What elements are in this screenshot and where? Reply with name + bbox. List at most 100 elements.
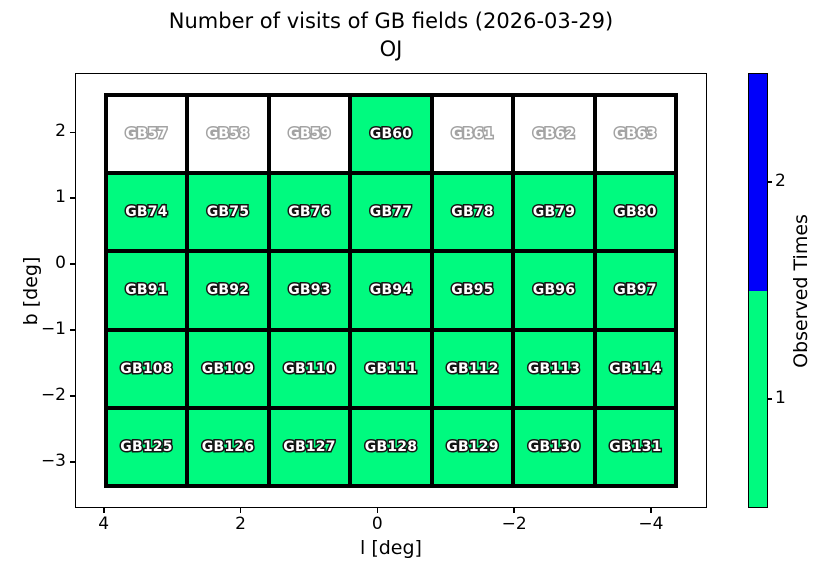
field-cell-gb61: GB61 — [433, 96, 512, 172]
x-tick-mark — [376, 508, 379, 513]
field-label: GB97 — [614, 282, 657, 298]
x-tick-mark — [513, 508, 515, 513]
y-tick-label: 0 — [55, 253, 66, 274]
colorbar-segment-1 — [749, 290, 767, 507]
field-label: GB78 — [451, 204, 494, 220]
y-tick-label: −2 — [40, 384, 66, 405]
x-axis-label: l [deg] — [360, 537, 422, 559]
x-tick-label: −2 — [501, 514, 527, 534]
field-label: GB74 — [125, 204, 168, 220]
field-label: GB61 — [451, 126, 494, 142]
field-label: GB127 — [283, 439, 336, 455]
field-label: GB91 — [125, 282, 168, 298]
field-cell-gb94: GB94 — [352, 253, 430, 328]
field-cell-gb130: GB130 — [515, 409, 593, 485]
y-tick-label: 2 — [55, 121, 66, 142]
field-cell-gb75: GB75 — [189, 175, 267, 250]
field-label: GB92 — [207, 282, 250, 298]
y-tick-mark — [70, 263, 75, 265]
y-tick-label: −1 — [40, 319, 66, 340]
field-cell-gb76: GB76 — [270, 175, 349, 250]
field-label: GB60 — [370, 126, 413, 142]
colorbar — [748, 73, 768, 508]
y-tick-mark — [70, 131, 75, 134]
y-tick-mark — [70, 395, 75, 397]
field-label: GB110 — [283, 361, 336, 377]
field-cell-gb79: GB79 — [515, 175, 593, 250]
field-cell-gb110: GB110 — [270, 331, 349, 406]
x-tick-label: 0 — [371, 514, 383, 534]
field-cell-gb96: GB96 — [515, 253, 593, 328]
colorbar-segment-2 — [749, 74, 767, 291]
y-tick-mark — [70, 461, 75, 463]
chart-title-line1: Number of visits of GB fields (2026-03-2… — [168, 9, 614, 33]
field-label: GB93 — [288, 282, 331, 298]
field-label: GB94 — [370, 282, 413, 298]
field-label: GB125 — [120, 439, 173, 455]
field-label: GB131 — [609, 439, 662, 455]
y-tick-label: −3 — [40, 450, 66, 471]
field-cell-gb59: GB59 — [270, 96, 349, 172]
colorbar-label-text: Observed Times — [790, 214, 812, 368]
y-axis-label-text: b [deg] — [20, 256, 42, 325]
field-label: GB113 — [528, 361, 581, 377]
field-label: GB108 — [120, 361, 173, 377]
chart-title: Number of visits of GB fields (2026-03-2… — [75, 7, 707, 63]
field-cell-gb125: GB125 — [107, 409, 186, 485]
field-cell-gb108: GB108 — [107, 331, 186, 406]
y-tick-mark — [70, 329, 75, 331]
field-label: GB112 — [446, 361, 499, 377]
field-label: GB128 — [365, 439, 418, 455]
x-tick-label: −4 — [638, 514, 664, 534]
x-tick-mark — [102, 508, 105, 513]
field-grid: GB57 GB58 GB59 GB60 GB61 GB62 GB63 GB74 GB75 GB76… — [103, 92, 679, 489]
field-cell-gb78: GB78 — [433, 175, 512, 250]
colorbar-tick-mark — [768, 180, 772, 183]
field-label: GB59 — [288, 126, 331, 142]
field-cell-gb109: GB109 — [189, 331, 267, 406]
chart-title-line2: OJ — [379, 37, 403, 61]
field-label: GB96 — [533, 282, 576, 298]
field-label: GB111 — [365, 361, 418, 377]
field-cell-gb74: GB74 — [107, 175, 186, 250]
field-cell-gb114: GB114 — [596, 331, 675, 406]
field-label: GB80 — [614, 204, 657, 220]
x-tick-label: 4 — [98, 514, 110, 534]
field-label: GB58 — [207, 126, 250, 142]
field-cell-gb60: GB60 — [352, 96, 430, 172]
field-label: GB76 — [288, 204, 331, 220]
x-tick-label: 2 — [235, 514, 246, 534]
field-cell-gb63: GB63 — [596, 96, 675, 172]
field-cell-gb57: GB57 — [107, 96, 186, 172]
y-tick-label: 1 — [55, 187, 66, 208]
field-cell-gb58: GB58 — [189, 96, 267, 172]
field-cell-gb113: GB113 — [515, 331, 593, 406]
field-label: GB129 — [446, 439, 499, 455]
field-label: GB77 — [370, 204, 413, 220]
field-cell-gb126: GB126 — [189, 409, 267, 485]
field-cell-gb92: GB92 — [189, 253, 267, 328]
field-cell-gb128: GB128 — [352, 409, 430, 485]
field-cell-gb112: GB112 — [433, 331, 512, 406]
field-label: GB130 — [528, 439, 581, 455]
field-cell-gb91: GB91 — [107, 253, 186, 328]
field-label: GB75 — [207, 204, 250, 220]
colorbar-tick-mark — [768, 398, 772, 401]
colorbar-tick-label: 1 — [775, 388, 786, 409]
field-label: GB79 — [533, 204, 576, 220]
field-label: GB63 — [614, 126, 657, 142]
field-cell-gb62: GB62 — [515, 96, 593, 172]
field-cell-gb129: GB129 — [433, 409, 512, 485]
field-cell-gb97: GB97 — [596, 253, 675, 328]
field-cell-gb77: GB77 — [352, 175, 430, 250]
field-label: GB126 — [202, 439, 255, 455]
field-label: GB109 — [202, 361, 255, 377]
field-cell-gb80: GB80 — [596, 175, 675, 250]
field-cell-gb95: GB95 — [433, 253, 512, 328]
field-cell-gb93: GB93 — [270, 253, 349, 328]
x-tick-mark — [650, 508, 652, 513]
colorbar-tick-label: 2 — [775, 170, 786, 191]
y-tick-mark — [70, 197, 75, 200]
field-label: GB57 — [125, 126, 168, 142]
